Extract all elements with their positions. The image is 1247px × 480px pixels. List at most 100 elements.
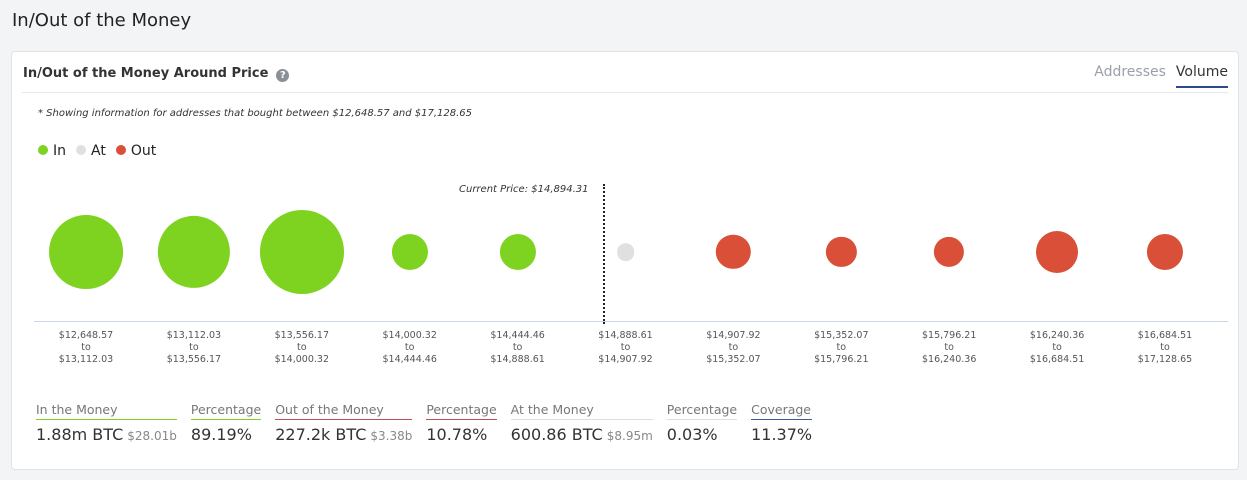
bubble-in[interactable] (259, 210, 344, 294)
stat-label: Out of the Money (275, 402, 413, 420)
axis-line (34, 321, 1228, 322)
range-label: $14,444.46 to $14,888.61 (468, 330, 568, 366)
range-label: $14,000.32 to $14,444.46 (360, 330, 460, 366)
range-from: $16,240.36 (1029, 330, 1085, 341)
stat-percentage: Percentage 0.03% (666, 402, 738, 444)
stat-main: 10.78% (426, 425, 488, 444)
bubble-at[interactable] (616, 243, 635, 261)
stat-main: 0.03% (666, 425, 718, 444)
current-price-line (603, 184, 605, 324)
range-label: $16,684.51 to $17,128.65 (1115, 330, 1215, 366)
stat-sub: $8.95m (606, 429, 653, 443)
legend-item-in[interactable]: In (38, 143, 66, 159)
range-from: $14,444.46 (490, 330, 545, 341)
stat-label: Percentage (426, 402, 497, 420)
range-to: $16,240.36 (921, 354, 977, 365)
legend-dot (76, 145, 87, 155)
range-to_word: to (1160, 342, 1170, 353)
legend-label: In (53, 143, 67, 159)
range-from: $15,796.21 (921, 330, 977, 341)
range-from: $12,648.57 (58, 330, 114, 341)
bubble-in[interactable] (49, 215, 123, 289)
stat-in-the-money: In the Money 1.88m BTC $28.01b (36, 402, 177, 444)
stat-label: Percentage (190, 402, 262, 420)
range-label: $13,112.03 to $13,556.17 (144, 330, 244, 366)
stat-value: 227.2k BTC $3.38b (275, 425, 412, 444)
range-to_word: to (512, 342, 523, 353)
card-title: In/Out of the Money Around Price? (23, 66, 290, 82)
divider (22, 92, 1228, 93)
range-to: $14,000.32 (274, 354, 329, 365)
tab-addresses[interactable]: Addresses (1094, 64, 1166, 80)
range-label: $13,556.17 to $14,000.32 (252, 330, 352, 366)
stat-main: 600.86 BTC (510, 425, 603, 444)
range-to: $17,128.65 (1137, 354, 1193, 365)
page-title: In/Out of the Money (12, 10, 192, 31)
question-circle-icon[interactable]: ? (276, 69, 290, 82)
range-to_word: to (836, 342, 847, 353)
stat-label: In the Money (36, 402, 177, 420)
range-to_word: to (81, 342, 91, 353)
stat-value: 11.37% (751, 425, 812, 444)
range-from: $14,888.61 (598, 330, 653, 341)
stat-value: 89.19% (191, 425, 261, 444)
stat-label: At the Money (510, 402, 653, 420)
range-to: $14,907.92 (598, 354, 653, 365)
legend-item-at[interactable]: At (76, 143, 106, 159)
bubble-out[interactable] (934, 236, 965, 268)
stat-percentage: Percentage 10.78% (426, 402, 497, 444)
range-to_word: to (404, 342, 415, 353)
range-to_word: to (1052, 342, 1062, 353)
range-label: $14,888.61 to $14,907.92 (576, 330, 676, 366)
card-title-text: In/Out of the Money Around Price (23, 66, 269, 81)
in-out-money-card: In/Out of the Money Around Price? Addres… (11, 51, 1239, 470)
stat-sub: $28.01b (127, 429, 177, 443)
range-note: * Showing information for addresses that… (38, 108, 473, 119)
stat-at-the-money: At the Money 600.86 BTC $8.95m (510, 402, 653, 444)
stat-coverage: Coverage 11.37% (751, 402, 813, 444)
range-to_word: to (297, 342, 307, 353)
current-price-label: Current Price: $14,894.31 (459, 184, 589, 195)
range-from: $15,352.07 (814, 330, 869, 341)
stat-percentage: Percentage 89.19% (190, 402, 262, 444)
range-to_word: to (620, 342, 631, 353)
summary-stats: In the Money 1.88m BTC $28.01b Percentage 89… (36, 402, 813, 444)
stat-label: Percentage (666, 402, 738, 420)
range-from: $13,556.17 (274, 330, 329, 341)
legend-dot (115, 145, 126, 155)
stat-value: 10.78% (426, 425, 496, 444)
range-to: $13,112.03 (58, 354, 114, 365)
range-from: $14,000.32 (382, 330, 437, 341)
bubble-out[interactable] (1146, 233, 1184, 271)
range-to_word: to (944, 342, 954, 353)
range-from: $16,684.51 (1137, 330, 1193, 341)
stat-main: 89.19% (190, 425, 252, 444)
range-to: $13,556.17 (166, 354, 222, 365)
range-from: $14,907.92 (706, 330, 761, 341)
range-to_word: to (728, 342, 739, 353)
legend-item-out[interactable]: Out (115, 143, 157, 159)
range-to: $15,352.07 (706, 354, 761, 365)
stat-value: 600.86 BTC $8.95m (511, 425, 653, 444)
range-to: $14,444.46 (382, 354, 437, 365)
tab-volume[interactable]: Volume (1175, 64, 1228, 88)
bubble-in[interactable] (157, 215, 231, 289)
range-from: $13,112.03 (166, 330, 222, 341)
bubble-in[interactable] (391, 233, 428, 271)
stat-label: Coverage (751, 402, 813, 420)
stat-value: 0.03% (667, 425, 737, 444)
bubble-in[interactable] (499, 233, 536, 271)
range-to: $16,684.51 (1029, 354, 1085, 365)
bubble-out[interactable] (1036, 231, 1079, 273)
range-to_word: to (189, 342, 199, 353)
stat-value: 1.88m BTC $28.01b (36, 425, 177, 444)
range-label: $15,352.07 to $15,796.21 (791, 330, 891, 366)
stat-out-of-the-money: Out of the Money 227.2k BTC $3.38b (275, 402, 413, 444)
range-to: $15,796.21 (814, 354, 869, 365)
bubble-out[interactable] (826, 236, 857, 268)
stat-main: 1.88m BTC (36, 425, 124, 444)
legend-label: Out (130, 143, 157, 159)
legend: In At Out (38, 143, 156, 159)
legend-label: At (91, 143, 106, 159)
bubble-out[interactable] (716, 234, 751, 270)
